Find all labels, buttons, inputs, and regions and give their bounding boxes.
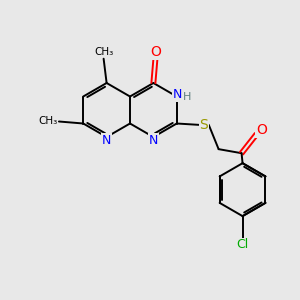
Text: CH₃: CH₃ — [38, 116, 58, 127]
Text: N: N — [149, 134, 158, 146]
Text: H: H — [183, 92, 191, 103]
Text: O: O — [150, 45, 161, 59]
Text: O: O — [256, 123, 267, 137]
Text: N: N — [173, 88, 182, 101]
Text: CH₃: CH₃ — [94, 47, 113, 57]
Text: Cl: Cl — [236, 238, 249, 251]
Text: N: N — [102, 134, 111, 146]
Text: S: S — [200, 118, 208, 132]
